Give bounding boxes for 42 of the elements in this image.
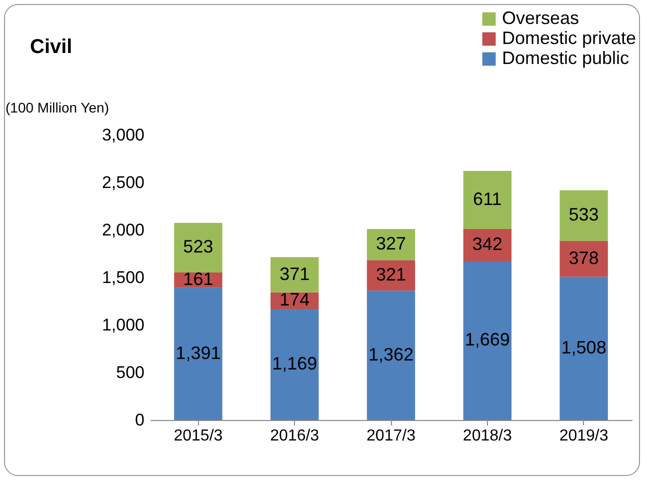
x-tick-label: 2019/3 [559,428,608,444]
data-label: 174 [280,290,310,310]
data-label: 1,391 [176,342,221,363]
data-label: 1,169 [272,353,318,374]
x-tick-label: 2017/3 [366,428,416,444]
data-label: 1,362 [368,344,414,364]
bar [174,288,222,420]
data-label: 1,508 [561,337,606,358]
y-tick-label: 500 [116,363,144,382]
data-label: 371 [280,264,310,284]
bar [560,190,608,241]
x-tick-label: 2016/3 [270,428,320,444]
data-label: 327 [376,234,406,254]
x-tick-label: 2015/3 [174,428,223,444]
data-label: 342 [472,234,502,254]
y-tick-label: 0 [135,410,144,430]
bar [560,276,608,420]
bar [270,257,319,292]
x-tick-label: 2018/3 [462,428,512,444]
y-tick-label: 1,500 [102,268,144,287]
bar [270,308,319,420]
data-label: 611 [473,188,502,209]
data-label: 533 [568,204,599,225]
legend-label: Overseas [502,8,580,28]
data-label: 378 [568,248,599,268]
y-tick-label: 1,000 [102,316,144,334]
bar [463,261,512,420]
data-label: 321 [376,264,406,284]
data-label: 523 [183,236,214,257]
bar [174,222,222,273]
data-label: 161 [183,269,214,290]
bar [366,290,416,420]
y-tick-label: 3,000 [102,126,144,144]
y-tick-label: 2,500 [102,173,144,192]
bar [463,170,512,229]
y-axis-title: (100 Million Yen) [6,100,110,116]
chart-title: Civil [30,36,72,59]
legend-label: Domestic public [502,48,630,68]
bar [560,240,608,277]
data-label: 1,669 [464,330,510,350]
y-tick-label: 2,000 [102,220,144,240]
legend-label: Domestic private [502,28,636,48]
